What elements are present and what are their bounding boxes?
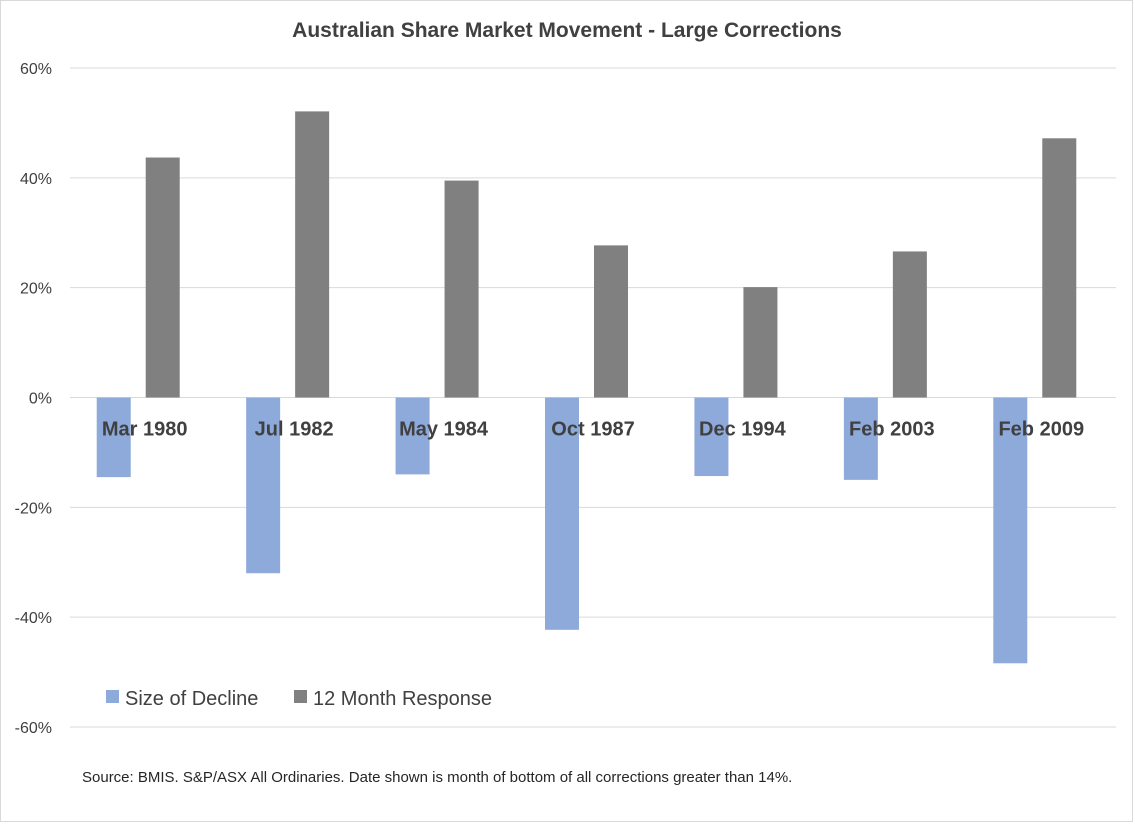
y-tick-label: 40% xyxy=(20,171,52,188)
bar-size-of-decline-may-1984 xyxy=(395,397,430,475)
x-tick-label-oct-1987: Oct 1987 xyxy=(551,419,634,441)
bar-size-of-decline-mar-1980 xyxy=(96,397,131,478)
x-tick-label-may-1984: May 1984 xyxy=(399,419,489,441)
bar-12-month-response-feb-2009 xyxy=(1042,138,1077,398)
bar-size-of-decline-jul-1982 xyxy=(246,397,281,574)
bar-12-month-response-may-1984 xyxy=(444,180,479,398)
bar-size-of-decline-dec-1994 xyxy=(694,397,729,477)
x-tick-label-feb-2003: Feb 2003 xyxy=(849,419,935,441)
y-tick-label: -20% xyxy=(15,500,52,517)
x-tick-label-feb-2009: Feb 2009 xyxy=(998,419,1084,441)
x-tick-label-mar-1980: Mar 1980 xyxy=(102,419,188,441)
legend: Size of Decline 12 Month Response xyxy=(106,688,492,710)
bar-12-month-response-mar-1980 xyxy=(145,157,180,398)
y-tick-label: 20% xyxy=(20,281,52,298)
y-tick-label: 0% xyxy=(29,391,52,408)
y-tick-label: -60% xyxy=(15,720,52,737)
legend-label-size-of-decline: Size of Decline xyxy=(125,688,258,710)
bar-size-of-decline-feb-2003 xyxy=(843,397,878,480)
legend-label-12-month-response: 12 Month Response xyxy=(313,688,492,710)
x-tick-label-jul-1982: Jul 1982 xyxy=(255,419,334,441)
source-note: Source: BMIS. S&P/ASX All Ordinaries. Da… xyxy=(82,769,792,786)
bar-size-of-decline-feb-2009 xyxy=(993,397,1028,664)
bar-12-month-response-jul-1982 xyxy=(295,111,330,398)
bars xyxy=(96,111,1077,664)
bar-12-month-response-oct-1987 xyxy=(594,245,628,398)
bar-12-month-response-dec-1994 xyxy=(743,287,778,398)
chart-title: Australian Share Market Movement - Large… xyxy=(292,19,842,42)
legend-swatch-size-of-decline xyxy=(106,690,119,703)
y-axis-ticks: 60% 40% 20% 0% -20% -40% -60% xyxy=(15,61,52,737)
bar-size-of-decline-oct-1987 xyxy=(545,397,579,630)
gridlines xyxy=(70,67,1116,728)
y-tick-label: 60% xyxy=(20,61,52,78)
x-tick-label-dec-1994: Dec 1994 xyxy=(699,419,787,441)
legend-swatch-12-month-response xyxy=(294,690,307,703)
bar-12-month-response-feb-2003 xyxy=(892,251,927,398)
y-tick-label: -40% xyxy=(15,610,52,627)
x-axis-ticks: Mar 1980 Jul 1982 May 1984 Oct 1987 Dec 1994… xyxy=(102,419,1084,441)
